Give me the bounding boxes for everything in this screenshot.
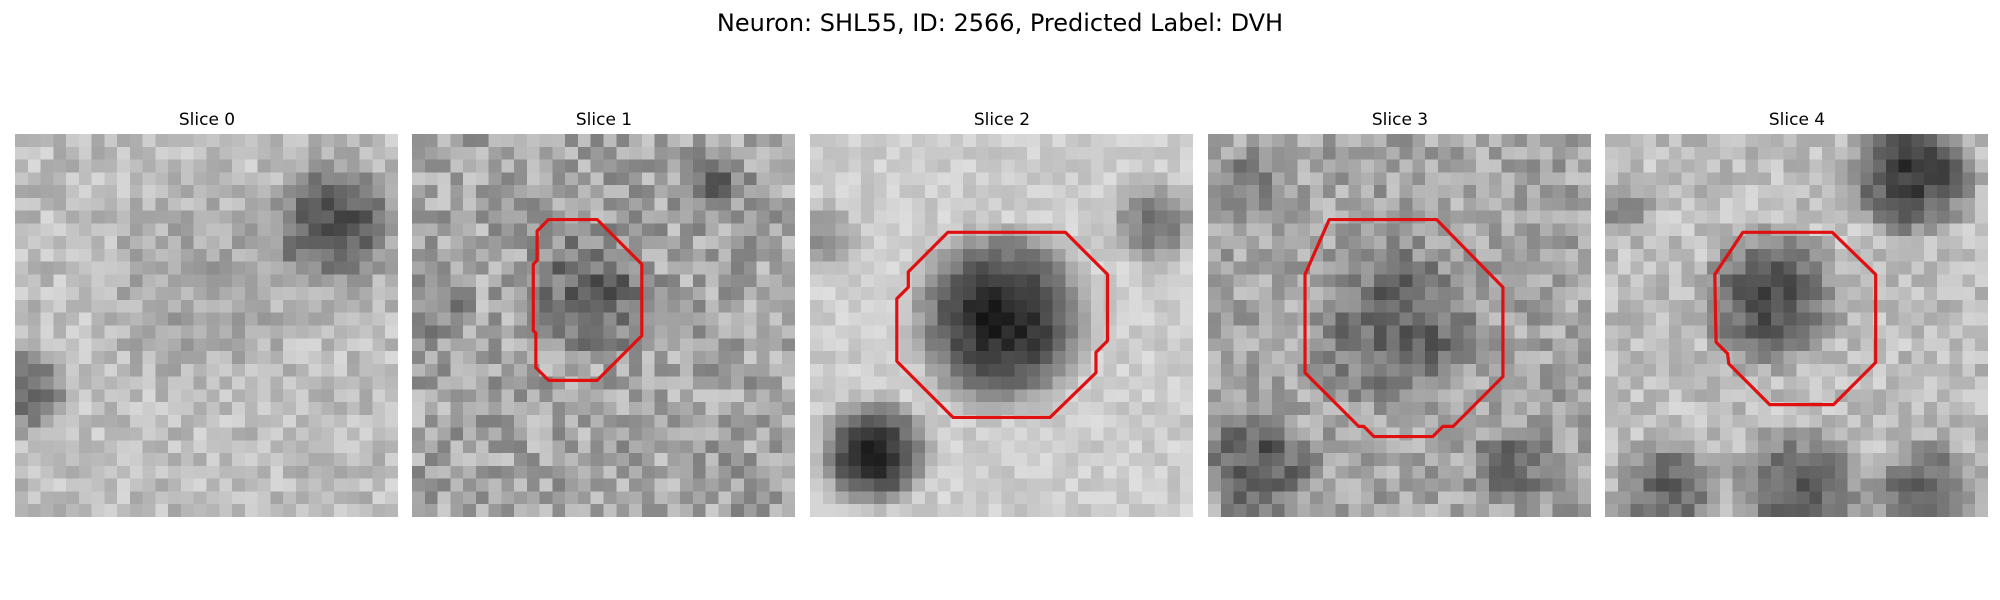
slice-image [15,134,398,517]
slice-title: Slice 0 [178,110,236,130]
slice-title: Slice 3 [1371,110,1429,130]
roi-outline [895,230,1110,420]
roi-outline [1713,230,1878,407]
slice-title: Slice 1 [575,110,633,130]
slice-title: Slice 4 [1768,110,1826,130]
slice-title: Slice 2 [973,110,1031,130]
slice-image [1208,134,1591,517]
slice-image [412,134,795,517]
slice-image [810,134,1193,517]
slice-image [1605,134,1988,517]
roi-outline [1303,217,1505,439]
figure-title: Neuron: SHL55, ID: 2566, Predicted Label… [716,9,1284,37]
roi-outline [531,217,644,382]
